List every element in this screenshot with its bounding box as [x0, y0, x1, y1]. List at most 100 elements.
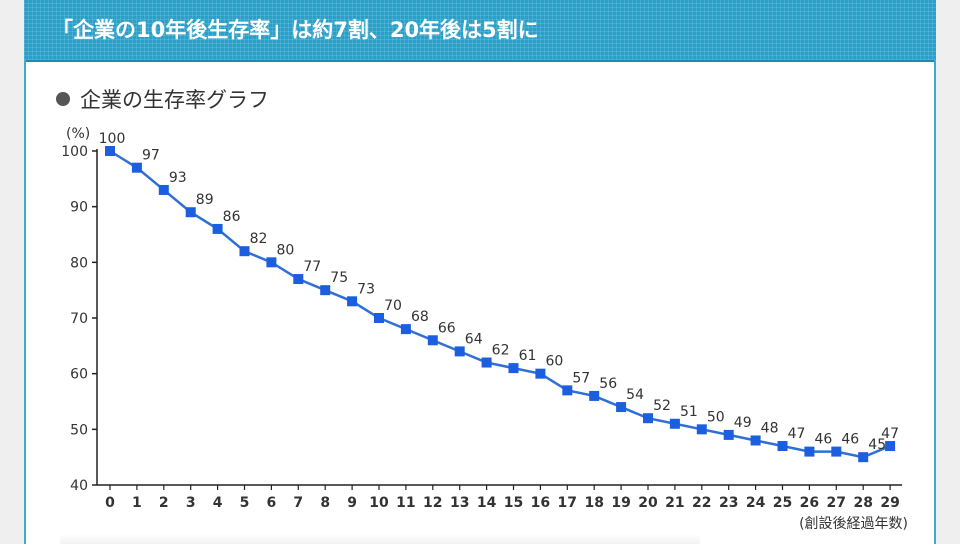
data-point: [158, 184, 169, 195]
data-point: [131, 162, 142, 173]
data-point: [750, 435, 761, 446]
data-label: 80: [276, 242, 294, 258]
data-label: 66: [438, 320, 456, 336]
data-label: 47: [881, 426, 899, 442]
data-point: [508, 363, 519, 374]
data-point: [858, 452, 869, 463]
data-label: 61: [519, 348, 537, 364]
x-tick-label: 4: [213, 495, 223, 511]
data-markers: [105, 146, 896, 463]
x-tick-label: 28: [853, 495, 872, 511]
y-tick-label: 40: [70, 478, 88, 494]
x-tick-label: 23: [719, 495, 738, 511]
right-margin: [936, 0, 960, 544]
x-tick-label: 7: [293, 495, 303, 511]
data-point: [347, 296, 358, 307]
data-label: 49: [734, 415, 752, 431]
data-point: [589, 390, 600, 401]
data-label: 48: [761, 420, 779, 436]
data-point: [777, 441, 788, 452]
x-tick-label: 26: [800, 495, 819, 511]
data-label: 47: [788, 426, 806, 442]
y-tick-label: 80: [70, 255, 88, 271]
data-label: 77: [303, 259, 321, 275]
y-tick-label: 100: [61, 144, 88, 160]
data-point: [831, 446, 842, 457]
chart-axes: [96, 149, 903, 486]
data-label: 89: [196, 192, 214, 208]
content-panel: [24, 0, 936, 544]
data-label: 51: [680, 404, 698, 420]
x-tick-label: 12: [423, 495, 442, 511]
x-tick-label: 1: [132, 495, 142, 511]
data-label: 64: [465, 331, 483, 347]
x-tick-label: 9: [347, 495, 357, 511]
x-tick-label: 6: [267, 495, 277, 511]
x-tick-label: 0: [105, 495, 115, 511]
x-tick-label: 29: [880, 495, 899, 511]
data-point: [535, 368, 546, 379]
x-tick-label: 13: [450, 495, 469, 511]
data-label: 50: [707, 409, 725, 425]
data-point: [212, 223, 223, 234]
data-label: 86: [223, 209, 241, 225]
data-point: [616, 402, 627, 413]
bottom-text-fade: [60, 534, 700, 544]
section-title: 「企業の10年後生存率」は約7割、20年後は5割に: [52, 18, 539, 42]
data-label: 45: [868, 437, 886, 453]
x-tick-label: 27: [827, 495, 846, 511]
data-point: [427, 335, 438, 346]
data-point: [696, 424, 707, 435]
x-tick-label: 16: [531, 495, 550, 511]
y-tick-label: 50: [70, 422, 88, 438]
data-label: 57: [572, 370, 590, 386]
data-label: 54: [626, 387, 644, 403]
x-tick-label: 8: [320, 495, 330, 511]
data-point: [669, 418, 680, 429]
x-tick-label: 5: [240, 495, 250, 511]
x-axis-label: (創設後経過年数): [799, 516, 908, 532]
data-labels: 100 97 93 89 86 82 80 77 75 73 70 68 66 64 62 61 60 57 56 5…: [99, 131, 899, 453]
chart-heading: 企業の生存率グラフ: [56, 84, 269, 114]
x-tick-label: 14: [477, 495, 497, 511]
data-label: 68: [411, 309, 429, 325]
data-label: 82: [250, 231, 268, 247]
x-tick-label: 3: [186, 495, 196, 511]
data-label: 73: [357, 281, 375, 297]
panel-border: [24, 60, 936, 544]
data-label: 100: [99, 131, 126, 147]
x-tick-label: 20: [638, 495, 658, 511]
y-axis-unit-label: (%): [66, 126, 90, 142]
bullet-icon: [56, 92, 70, 106]
x-tick-label: 15: [504, 495, 523, 511]
data-label: 70: [384, 298, 402, 314]
data-point: [400, 324, 411, 335]
data-label: 60: [545, 354, 563, 370]
x-tick-label: 10: [369, 495, 389, 511]
x-tick-label: 21: [665, 495, 684, 511]
chart-heading-text: 企業の生存率グラフ: [80, 88, 269, 112]
x-tick-label: 17: [558, 495, 577, 511]
x-tick-label: 25: [773, 495, 792, 511]
data-point: [481, 357, 492, 368]
data-point: [239, 246, 250, 257]
x-tick-label: 19: [611, 495, 630, 511]
data-label: 52: [653, 398, 671, 414]
data-point: [105, 146, 115, 156]
data-label: 93: [169, 170, 187, 186]
data-label: 56: [599, 376, 617, 392]
section-header: 「企業の10年後生存率」は約7割、20年後は5割に: [24, 0, 936, 62]
x-tick-label: 2: [159, 495, 169, 511]
data-point: [374, 313, 384, 323]
y-tick-label: 90: [70, 200, 88, 216]
data-point: [562, 385, 573, 396]
data-point: [293, 274, 304, 285]
data-label: 62: [492, 343, 510, 359]
x-tick-label: 22: [692, 495, 711, 511]
data-point: [266, 257, 277, 268]
series-line: [109, 149, 891, 459]
data-label: 97: [142, 148, 160, 164]
data-point: [885, 441, 896, 452]
